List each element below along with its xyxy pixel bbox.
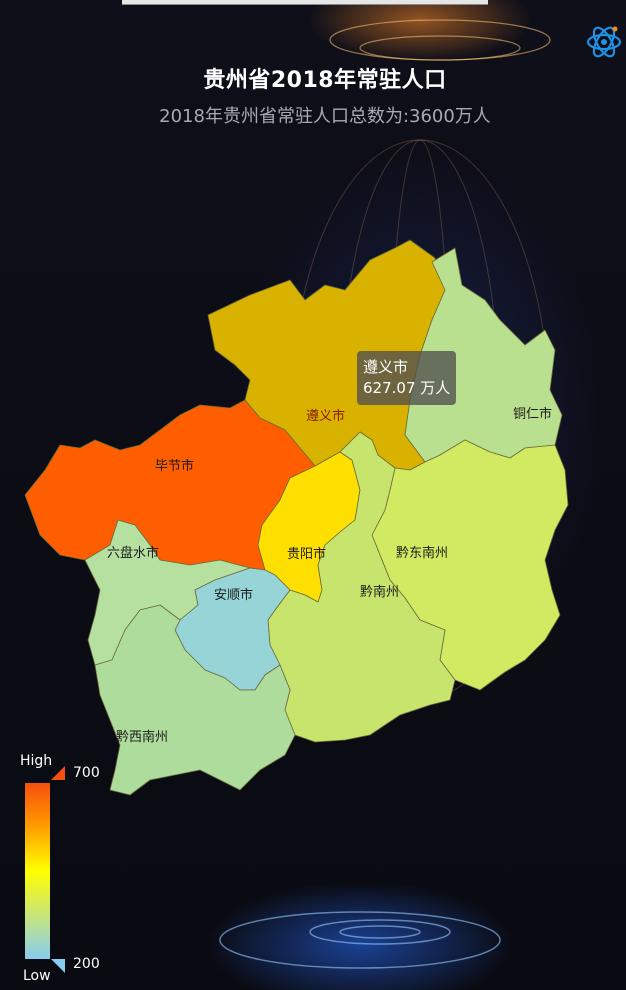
- visual-map-min-handle[interactable]: [51, 959, 65, 973]
- region-label-qiannan: 黔南州: [360, 584, 399, 600]
- visual-map-max-handle[interactable]: [51, 766, 65, 780]
- region-label-qianxinan: 黔西南州: [116, 729, 168, 745]
- tooltip-region-name: 遵义市: [363, 358, 409, 376]
- region-label-liupanshui: 六盘水市: [107, 545, 159, 561]
- visual-map-low-label: Low: [23, 968, 51, 984]
- region-qianxinan[interactable]: [94, 604, 296, 796]
- region-label-guiyang: 贵阳市: [287, 546, 326, 562]
- visual-map-max-value: 700: [73, 765, 100, 781]
- visual-map-gradient-bar[interactable]: [25, 783, 50, 959]
- visual-map-min-value: 200: [73, 956, 100, 972]
- chart-title: 贵州省2018年常驻人口: [203, 68, 447, 93]
- chart-subtitle: 2018年贵州省常驻人口总数为:3600万人: [159, 106, 491, 127]
- region-label-qiandongnan: 黔东南州: [396, 545, 448, 561]
- visual-map-high-label: High: [20, 753, 53, 769]
- atom-orbit-icon[interactable]: [584, 22, 624, 62]
- window-top-bar: [122, 0, 488, 5]
- region-label-zunyi: 遵义市: [306, 408, 345, 424]
- region-label-anshun: 安顺市: [214, 587, 253, 603]
- tooltip-value: 627.07 万人: [363, 379, 451, 397]
- region-qiannan[interactable]: [267, 431, 456, 743]
- region-tooltip: 遵义市 627.07 万人: [357, 351, 457, 405]
- region-label-bijie: 毕节市: [155, 458, 194, 474]
- region-label-tongren: 铜仁市: [513, 406, 552, 422]
